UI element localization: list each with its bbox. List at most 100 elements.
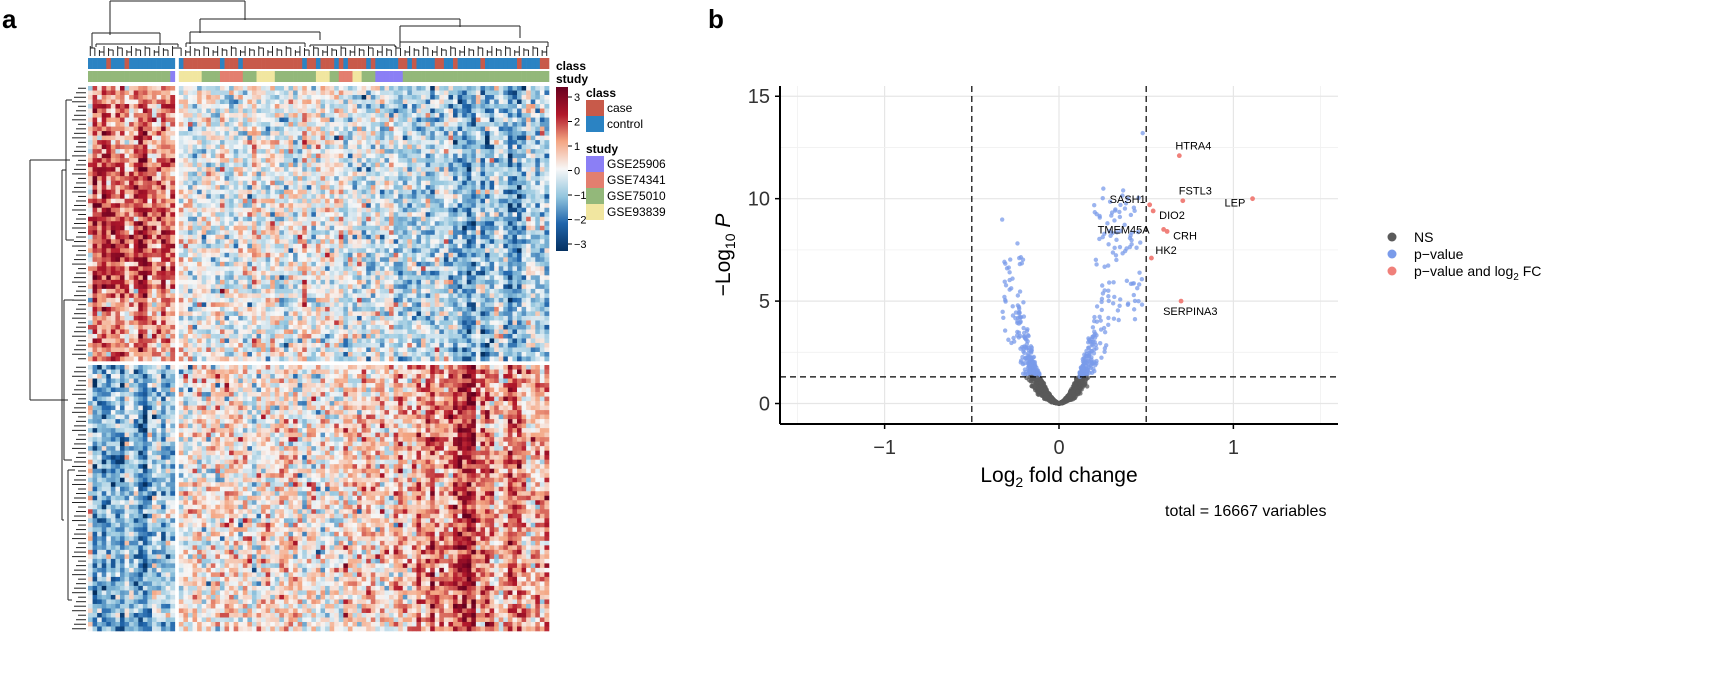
- column-dendrogram: [89, 0, 549, 56]
- volcano-point: [1112, 218, 1117, 223]
- volcano-point: [1077, 370, 1083, 375]
- volcano-point: [1136, 298, 1141, 304]
- study-swatch: [586, 188, 604, 204]
- volcano-point: [1018, 333, 1023, 339]
- volcano-point: [1110, 250, 1116, 255]
- volcano-point: [1107, 228, 1112, 234]
- volcano-point: [1135, 229, 1141, 235]
- volcano-point: [1090, 343, 1095, 348]
- y-tick-label: 5: [759, 291, 770, 313]
- volcano-point: [1129, 242, 1134, 247]
- row-dendrogram: [29, 87, 86, 630]
- study-swatch: [586, 204, 604, 220]
- volcano-point: [1024, 328, 1030, 334]
- volcano-point: [1101, 186, 1106, 191]
- volcano-point: [1114, 257, 1119, 263]
- volcano-gridlines: [780, 86, 1338, 425]
- gene-label: LEP: [1225, 198, 1246, 210]
- study-legend-label: GSE93839: [607, 205, 666, 219]
- volcano-point: [1118, 202, 1123, 208]
- volcano-point: [1097, 215, 1102, 220]
- gene-label: HTRA4: [1175, 141, 1211, 153]
- volcano-point: [1122, 222, 1127, 228]
- volcano-point: [1134, 245, 1139, 250]
- volcano-point: [1109, 213, 1114, 218]
- y-tick-label: 0: [759, 394, 770, 416]
- volcano-point: [1128, 233, 1133, 238]
- volcano-point: [1032, 385, 1037, 391]
- colorbar-tick-label: 2: [574, 117, 580, 129]
- volcano-point: [1104, 343, 1109, 348]
- volcano-plot: HTRA4 FSTL3 LEP SASH1 DIO2 TMEM45A CRH HK2 SERPI…: [712, 86, 1541, 490]
- volcano-point: [1017, 310, 1022, 316]
- volcano-point: [1139, 276, 1145, 282]
- labeled-gene-point: [1250, 196, 1255, 202]
- volcano-point: [1071, 392, 1077, 397]
- volcano-point: [1098, 318, 1103, 323]
- volcano-point: [1013, 310, 1019, 315]
- volcano-point: [1128, 212, 1134, 218]
- volcano-point: [1135, 286, 1140, 291]
- volcano-point: [1001, 315, 1006, 320]
- volcano-point: [1092, 314, 1097, 320]
- y-tick-label: 10: [748, 189, 770, 211]
- volcano-points: [999, 130, 1145, 406]
- volcano-point: [1033, 381, 1039, 386]
- volcano-point: [1043, 394, 1049, 399]
- colorbar-tick-label: −3: [574, 239, 587, 251]
- volcano-point: [999, 217, 1005, 222]
- volcano-point: [1015, 293, 1021, 298]
- colorbar-tick-label: −2: [574, 215, 587, 227]
- volcano-point: [1106, 242, 1111, 247]
- volcano-point: [1026, 377, 1032, 382]
- class-annotation-bar: [88, 58, 550, 69]
- volcano-point: [1124, 278, 1130, 284]
- volcano-point: [1092, 339, 1097, 345]
- volcano-point: [1021, 314, 1027, 319]
- volcano-point: [1020, 257, 1026, 262]
- volcano-point: [1099, 307, 1104, 313]
- volcano-point: [1013, 315, 1018, 321]
- study-legend-label: GSE74341: [607, 173, 666, 187]
- volcano-point: [1021, 300, 1026, 305]
- x-axis-label: Log2 fold change: [980, 464, 1137, 490]
- volcano-point: [1000, 309, 1005, 315]
- volcano-point: [1130, 281, 1135, 286]
- volcano-point: [1093, 331, 1098, 336]
- volcano-point: [1122, 206, 1128, 211]
- volcano-point: [1102, 231, 1107, 236]
- legend-marker: [1387, 232, 1397, 242]
- volcano-point: [1089, 348, 1095, 354]
- volcano-point: [1106, 288, 1111, 293]
- volcano-point: [1139, 302, 1145, 307]
- volcano-point: [1024, 345, 1029, 350]
- x-tick-label: 0: [1053, 437, 1064, 459]
- class-legend-title: class: [586, 86, 617, 100]
- volcano-point: [1002, 279, 1007, 284]
- x-tick-label: −1: [873, 437, 896, 459]
- volcano-point: [1028, 344, 1034, 349]
- gene-label: DIO2: [1159, 210, 1185, 222]
- volcano-point: [1113, 208, 1118, 213]
- volcano-point: [1099, 299, 1104, 305]
- volcano-point: [1112, 294, 1117, 300]
- volcano-point: [1094, 346, 1099, 351]
- study-row-label: study: [556, 72, 589, 86]
- volcano-point: [1097, 314, 1102, 320]
- volcano-point: [1049, 398, 1055, 403]
- volcano-point: [1093, 257, 1099, 263]
- cutoff-lines: [780, 86, 1338, 424]
- volcano-point: [1021, 325, 1026, 331]
- volcano-point: [1102, 288, 1107, 293]
- labeled-gene-point: [1150, 208, 1156, 214]
- volcano-point: [1086, 345, 1092, 350]
- class-legend: class case control: [586, 86, 643, 132]
- class-legend-item: control: [586, 116, 643, 132]
- volcano-point: [1132, 298, 1138, 304]
- volcano-point: [1136, 282, 1142, 287]
- volcano-point: [1079, 387, 1084, 392]
- volcano-point: [1012, 339, 1017, 344]
- volcano-point: [1107, 199, 1113, 204]
